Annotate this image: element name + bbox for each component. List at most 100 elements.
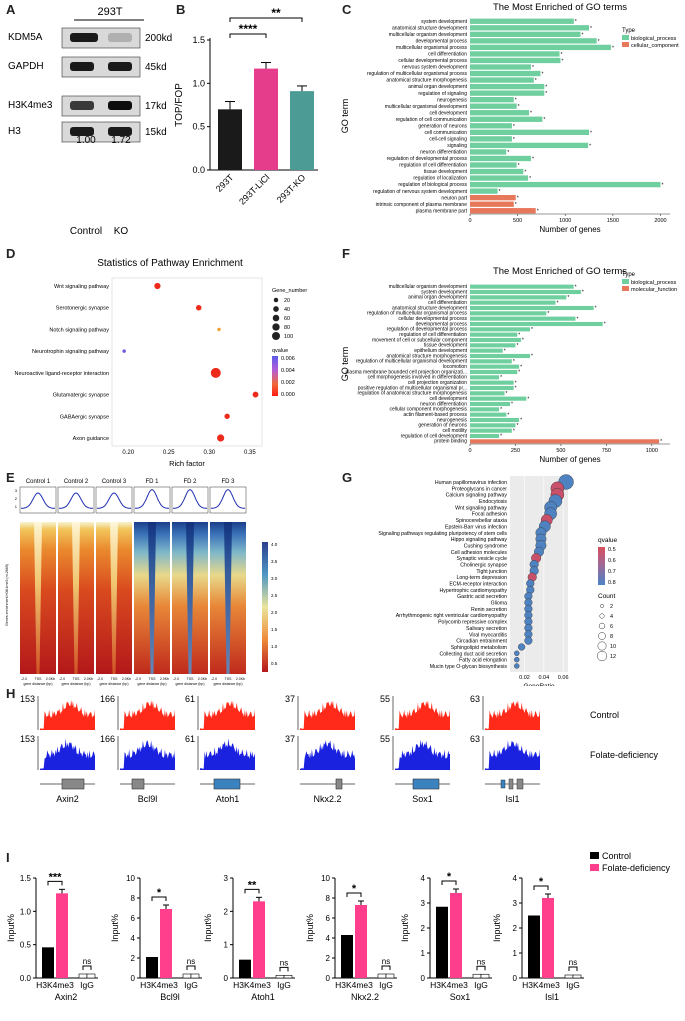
go-bar-star: * bbox=[543, 117, 545, 123]
b-xtick: 293T bbox=[214, 172, 236, 194]
g-pathway-label: Arrhythmogenic right ventricular cardiom… bbox=[396, 613, 508, 619]
i-sig-bracket bbox=[346, 892, 362, 897]
g-pathway-label: Circadian entrainment bbox=[456, 639, 507, 645]
go-bar bbox=[470, 162, 517, 168]
e-xtick: TSS bbox=[35, 677, 42, 681]
i-bar-igg bbox=[78, 973, 88, 979]
e-sample-label: FD 2 bbox=[183, 479, 197, 485]
e-xtick: TSS bbox=[187, 677, 194, 681]
go-term-label: regulation of developmental process bbox=[387, 327, 468, 333]
go-bar-star: * bbox=[590, 130, 592, 136]
i-bar-fd bbox=[355, 905, 367, 978]
d-color-legend-label: 0.004 bbox=[281, 368, 295, 374]
g-pathway-label: Synaptic vesicle cycle bbox=[457, 556, 508, 562]
go-bar-star: * bbox=[537, 209, 539, 215]
go-bar bbox=[470, 433, 500, 439]
e-sample-label: Control 3 bbox=[102, 479, 127, 485]
g-count-label: 4 bbox=[610, 614, 613, 620]
d-xlabel: Rich factor bbox=[169, 459, 205, 468]
go-bar-star: * bbox=[499, 189, 501, 195]
g-pathway-label: Cushing syndrome bbox=[464, 543, 507, 549]
go-bar bbox=[470, 129, 590, 135]
e-colorbar-tick: 1.5 bbox=[271, 627, 278, 632]
go-bar bbox=[470, 175, 529, 181]
g-qvalue-title: qvalue bbox=[598, 537, 618, 544]
go-legend-title: Type bbox=[622, 28, 636, 34]
e-xtick: -2.0 bbox=[173, 677, 179, 681]
i-ylabel: Input% bbox=[492, 914, 502, 942]
go-bar bbox=[470, 57, 561, 64]
go-bar-star: * bbox=[545, 85, 547, 91]
go-term-label: neuron differentiation bbox=[420, 150, 467, 156]
h-scale-bottom: 166 bbox=[100, 734, 115, 744]
d-pathway-label: GABAergic synapse bbox=[60, 414, 109, 420]
i-sig-bracket bbox=[151, 896, 167, 901]
i-bar-igg bbox=[275, 975, 285, 979]
go-bar bbox=[470, 359, 512, 364]
d-size-legend-dot bbox=[273, 306, 279, 312]
panel-label-h: H bbox=[6, 686, 16, 701]
go-bar bbox=[470, 181, 661, 188]
d-size-legend-dot bbox=[272, 314, 280, 322]
go-term-label: animal organ development bbox=[408, 84, 468, 90]
e-xtick: -2.0 bbox=[135, 677, 141, 681]
e-profile-box bbox=[209, 486, 247, 514]
e-colorbar-tick: 3.5 bbox=[271, 559, 278, 564]
g-pathway-label: Wnt signaling pathway bbox=[455, 505, 507, 511]
lane-ko: KO bbox=[114, 226, 129, 237]
d-pathway-label: Serotonergic synapse bbox=[56, 306, 109, 312]
go-bar-star: * bbox=[561, 52, 563, 58]
go-bar-star: * bbox=[513, 428, 515, 434]
go-term-label: cell motility bbox=[443, 428, 468, 434]
d-xtick: 0.30 bbox=[203, 450, 215, 456]
go-term-label: cell development bbox=[429, 396, 467, 402]
go-bar-star: * bbox=[513, 124, 515, 130]
go-bar bbox=[470, 44, 611, 51]
i-sig-bracket bbox=[47, 880, 63, 886]
go-bar-star: * bbox=[517, 196, 519, 202]
go-bar bbox=[470, 396, 527, 401]
go-bar bbox=[470, 201, 514, 207]
h-track bbox=[395, 739, 450, 770]
go-bar-star: * bbox=[520, 364, 522, 370]
e-tss-band bbox=[148, 522, 156, 674]
go-term-label: anatomical structure development bbox=[392, 25, 468, 31]
go-term-label: anatomical structure development bbox=[392, 305, 468, 311]
go-bar bbox=[470, 423, 516, 428]
go-term-label: regulation of nervous system development bbox=[373, 189, 468, 195]
b-ylabel: TOP/FOP bbox=[174, 83, 185, 127]
i-bar-control bbox=[239, 959, 251, 978]
b-ytick: 1.0 bbox=[192, 78, 205, 88]
go-term-label: tissue development bbox=[424, 169, 468, 175]
go-bar bbox=[470, 25, 590, 31]
go-legend-swatch bbox=[622, 35, 629, 40]
g-count-dot bbox=[600, 604, 604, 608]
i-ytick: 3 bbox=[224, 874, 229, 883]
e-profile-ytick: 2 bbox=[15, 496, 18, 501]
go-xlabel: Number of genes bbox=[539, 455, 600, 464]
go-term-label: regulation of developmental process bbox=[387, 156, 468, 162]
h-scale-bottom: 55 bbox=[380, 734, 390, 744]
colorbar bbox=[262, 542, 268, 672]
e-sample-label: Control 1 bbox=[26, 479, 51, 485]
go-bar-star: * bbox=[561, 58, 563, 64]
h-row-fd: Folate-deficiency bbox=[590, 750, 659, 760]
h-gene-model bbox=[335, 778, 343, 790]
g-point bbox=[514, 656, 520, 663]
go-term-label: developmental process bbox=[416, 321, 468, 327]
band-control bbox=[70, 101, 94, 110]
h-gene-model bbox=[500, 779, 506, 789]
go-bar bbox=[470, 412, 507, 417]
i-gene-name: Isl1 bbox=[545, 992, 559, 1002]
i-legend-swatch-fd bbox=[590, 864, 599, 871]
go-bar-star: * bbox=[545, 91, 547, 97]
go-bar bbox=[470, 369, 518, 375]
i-ytick: 0 bbox=[513, 974, 518, 983]
i-bar-igg bbox=[190, 973, 200, 979]
go-bar bbox=[470, 316, 576, 321]
go-bar-star: * bbox=[598, 39, 600, 45]
go-term-label: cell morphogenesis involved in different… bbox=[368, 375, 468, 381]
e-xtick: TSS bbox=[149, 677, 156, 681]
go-bar-star: * bbox=[575, 284, 577, 290]
go-bar bbox=[470, 83, 545, 90]
